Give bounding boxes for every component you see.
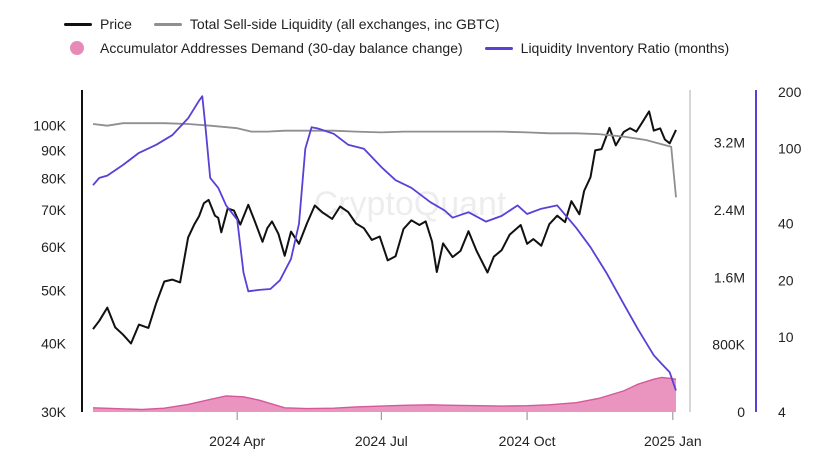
legend-ratio-label: Liquidity Inventory Ratio (months) — [520, 40, 730, 56]
legend-accumulator-label: Accumulator Addresses Demand (30-day bal… — [100, 40, 463, 56]
right-axis-tick-label: 200 — [778, 84, 802, 100]
x-axis-tick-label: 2024 Oct — [499, 433, 556, 449]
x-axis-tick-label: 2025 Jan — [644, 433, 702, 449]
legend: Price Total Sell-side Liquidity (all exc… — [64, 12, 804, 60]
left-axis-tick-label: 60K — [41, 239, 67, 255]
ratio-swatch — [484, 46, 513, 50]
axes-layer: 30K 40K 50K 60K 70K 80K 90K 100K 0 800K 1.6M 2.4M 3.… — [33, 84, 801, 449]
series-line-accumulator-addresses-demand-30-day-balance-change — [92, 376, 677, 411]
series-line-total-sell-side-liquidity-all-exchanges-inc-gbtc — [92, 122, 677, 198]
left-axis-tick-label: 50K — [41, 282, 67, 298]
middle-axis-tick-label: 1.6M — [714, 269, 745, 285]
legend-item-sell-side: Total Sell-side Liquidity (all exchanges… — [153, 16, 500, 32]
left-axis-tick-label: 30K — [41, 404, 67, 420]
x-axis-tick-label: 2024 Jul — [355, 433, 408, 449]
right-axis-tick-label: 20 — [778, 272, 794, 288]
middle-axis-tick-label: 0 — [737, 404, 745, 420]
x-axis-tick-label: 2024 Apr — [209, 433, 265, 449]
price-swatch — [64, 22, 92, 26]
series-line-liquidity-inventory-ratio-months — [92, 95, 677, 391]
series-area-accumulator-addresses-demand-30-day-balance-change — [93, 377, 676, 412]
accumulator-area-layer — [92, 376, 677, 412]
right-axis-tick-label: 40 — [778, 216, 794, 232]
legend-row-2: Accumulator Addresses Demand (30-day bal… — [64, 36, 804, 60]
left-axis-tick-label: 90K — [41, 142, 67, 158]
sell-side-swatch — [153, 22, 182, 26]
right-axis-tick-label: 10 — [778, 329, 794, 345]
watermark-text: CryptoQuant — [314, 185, 507, 223]
legend-sell-side-label: Total Sell-side Liquidity (all exchanges… — [189, 16, 500, 32]
legend-row-1: Price Total Sell-side Liquidity (all exc… — [64, 12, 804, 36]
middle-axis-tick-label: 3.2M — [714, 135, 745, 151]
middle-axis-tick-label: 800K — [712, 337, 745, 353]
series-lines-layer — [92, 95, 677, 391]
right-axis-tick-label: 4 — [778, 404, 786, 420]
legend-item-ratio: Liquidity Inventory Ratio (months) — [484, 40, 730, 56]
left-axis-tick-label: 40K — [41, 335, 67, 351]
left-axis-tick-label: 100K — [33, 117, 66, 133]
legend-item-price: Price — [64, 16, 132, 32]
left-axis-tick-label: 80K — [41, 170, 67, 186]
legend-item-accumulator: Accumulator Addresses Demand (30-day bal… — [64, 40, 463, 56]
left-axis-tick-label: 70K — [41, 202, 67, 218]
legend-price-label: Price — [100, 16, 132, 32]
accumulator-swatch — [70, 41, 84, 55]
right-axis-tick-label: 100 — [778, 141, 802, 157]
middle-axis-tick-label: 2.4M — [714, 202, 745, 218]
series-line-price — [92, 110, 677, 345]
